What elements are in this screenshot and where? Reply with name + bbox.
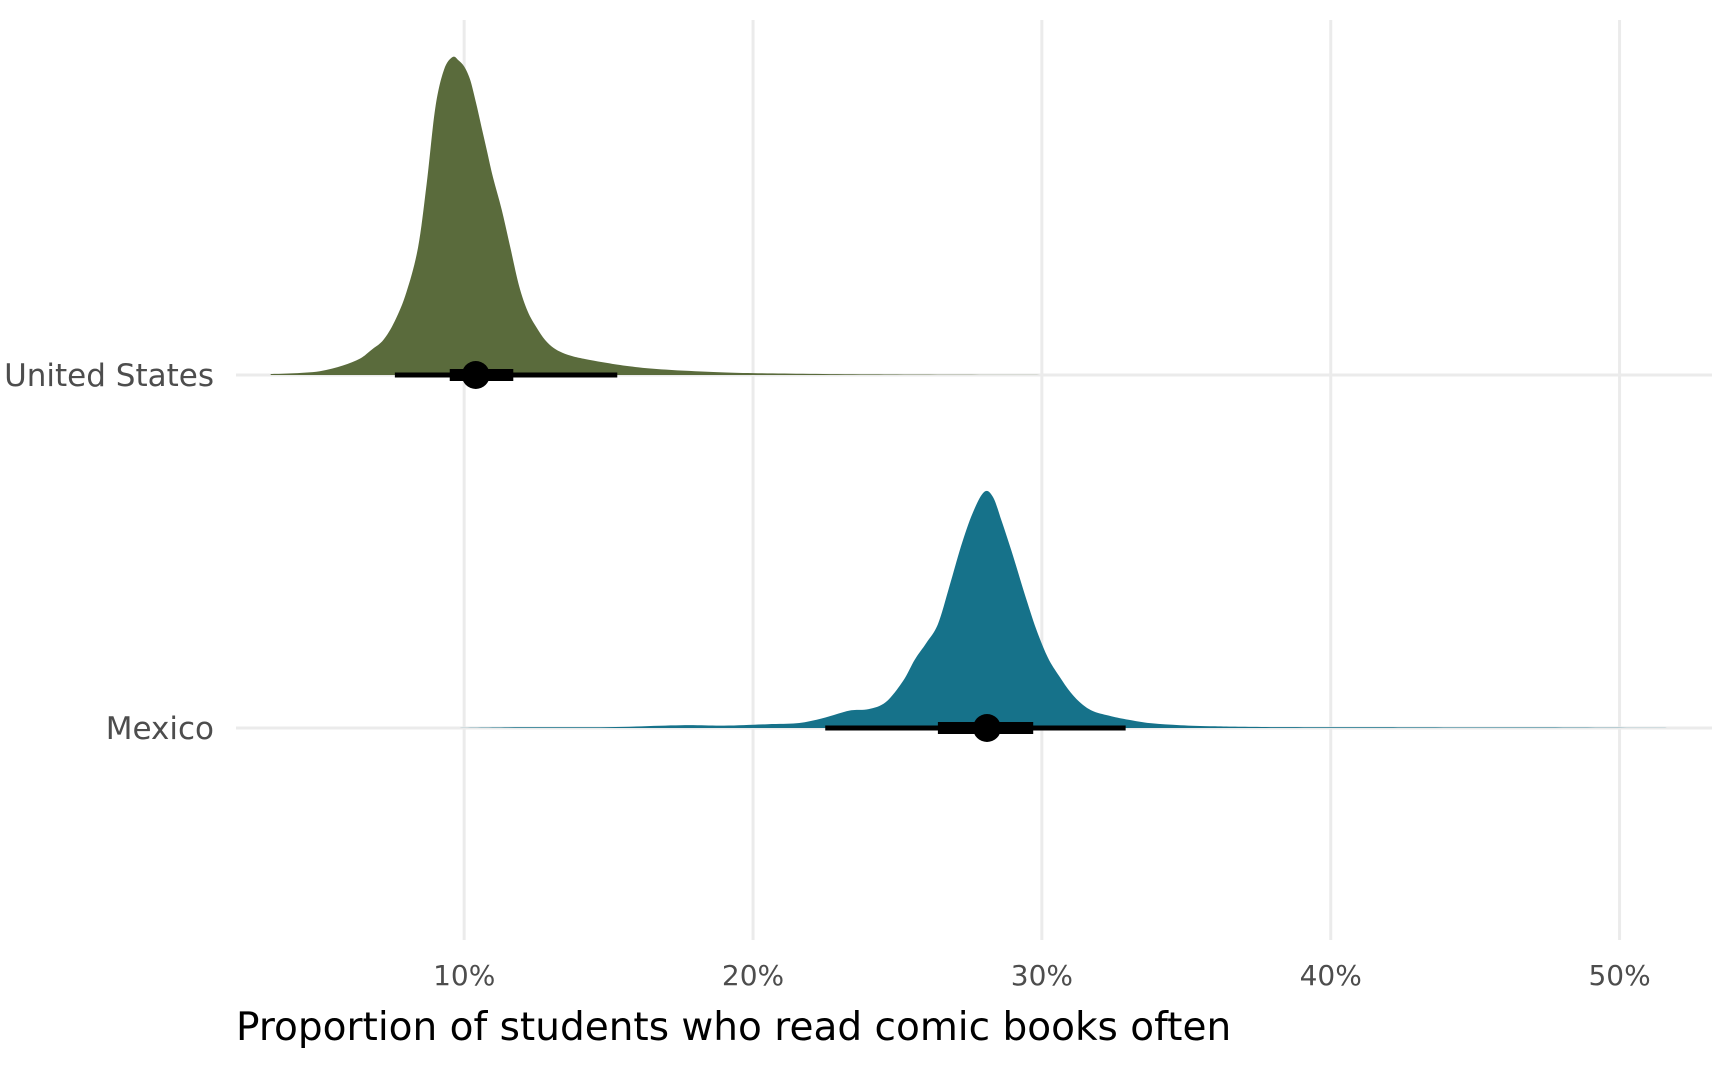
- x-tick-label: 30%: [1011, 959, 1073, 992]
- y-tick-label: United States: [4, 358, 214, 394]
- density-united-states: [270, 56, 1042, 375]
- interval-layer: [394, 361, 1126, 742]
- point-estimate: [461, 361, 490, 389]
- point-estimate: [972, 714, 1001, 742]
- x-tick-label: 50%: [1588, 959, 1650, 992]
- density-layer: [270, 56, 1669, 728]
- x-tick-label: 20%: [722, 959, 784, 992]
- x-tick-label: 10%: [433, 959, 495, 992]
- x-tick-label: 40%: [1300, 959, 1362, 992]
- label-layer: 10% 20% 30% 40% 50% United States Mexico: [4, 358, 1651, 992]
- x-axis-title: Proportion of students who read comic bo…: [236, 1005, 1231, 1050]
- y-tick-label: Mexico: [106, 711, 214, 747]
- density-mexico: [455, 490, 1669, 728]
